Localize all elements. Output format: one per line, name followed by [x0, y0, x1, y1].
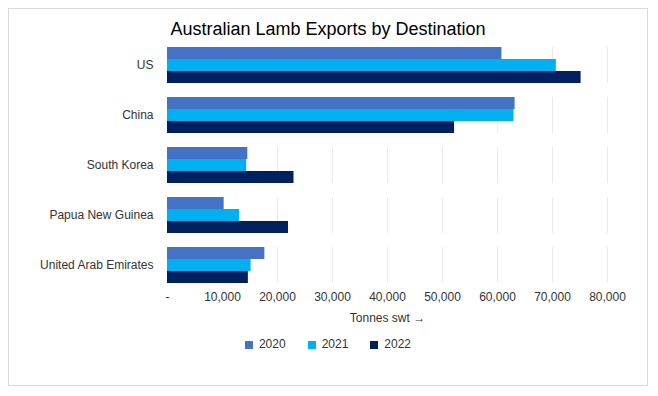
html-text:2022: 2022 [384, 337, 411, 351]
svg-text:40,000: 40,000 [369, 290, 406, 304]
svg-text:Papua New Guinea: Papua New Guinea [49, 208, 153, 222]
svg-text:50,000: 50,000 [424, 290, 461, 304]
svg-text:China: China [122, 108, 154, 122]
svg-text:-: - [166, 290, 170, 304]
svg-text:60,000: 60,000 [479, 290, 516, 304]
svg-text:30,000: 30,000 [314, 290, 351, 304]
svg-text:10,000: 10,000 [204, 290, 241, 304]
svg-text:80,000: 80,000 [589, 290, 626, 304]
html-text:2021: 2021 [321, 337, 349, 351]
svg-text:Tonnes swt →: Tonnes swt → [350, 311, 425, 325]
svg-text:20,000: 20,000 [259, 290, 296, 304]
svg-text:US: US [137, 58, 154, 72]
html-text:2020: 2020 [258, 337, 286, 351]
svg-text:United Arab Emirates: United Arab Emirates [40, 258, 153, 272]
svg-text:70,000: 70,000 [534, 290, 571, 304]
html-text:Australian Lamb Exports by Des: Australian Lamb Exports by Destination [170, 19, 486, 39]
svg-text:South Korea: South Korea [87, 158, 154, 172]
